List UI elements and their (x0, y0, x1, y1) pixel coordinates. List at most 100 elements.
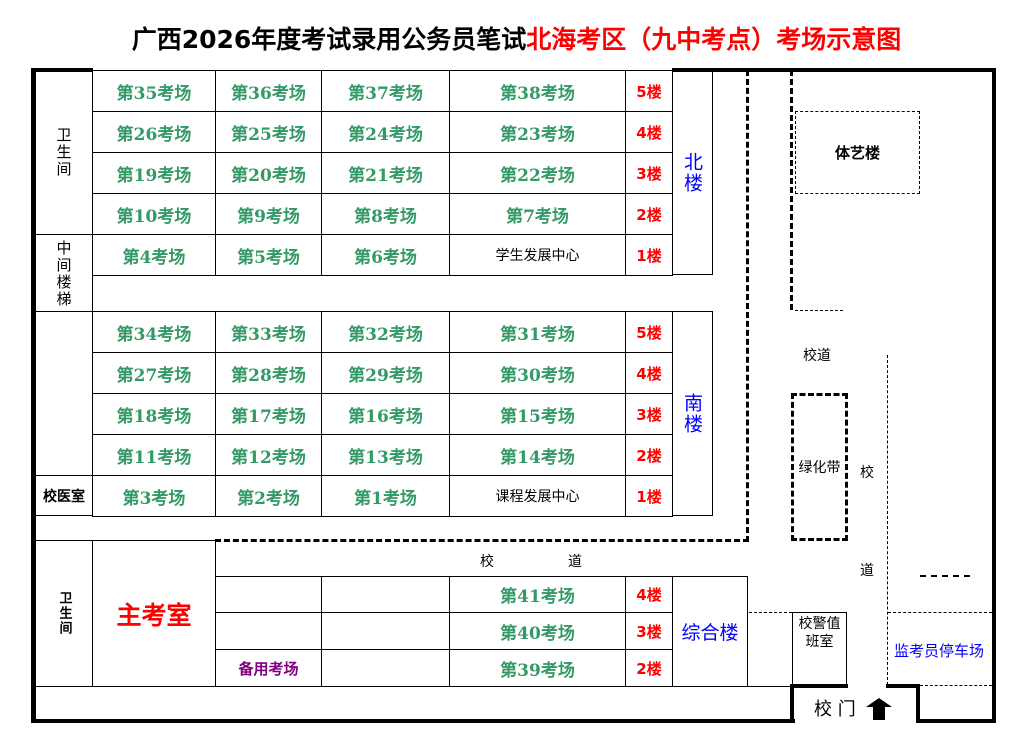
floor-label: 4楼 (625, 352, 673, 394)
floor-label: 2楼 (625, 193, 673, 235)
parking-bottom-line (920, 685, 992, 686)
office-room: 学生发展中心 (449, 234, 626, 276)
guard-room-label: 校警值班室 (798, 616, 841, 650)
gate-wall-top-left (790, 684, 848, 688)
floor-label: 2楼 (625, 434, 673, 476)
school-gate-label: 校 门 (814, 699, 856, 720)
exam-room: 第6考场 (321, 234, 450, 276)
exam-room: 第7考场 (449, 193, 626, 235)
clinic-room: 校医室 (35, 475, 93, 516)
exam-room: 第28考场 (215, 352, 322, 394)
complex-empty-room (215, 576, 322, 613)
complex-empty-room (321, 576, 450, 613)
floor-label: 3楼 (625, 612, 673, 650)
exam-room: 第1考场 (321, 475, 450, 517)
gate-wall-right (916, 684, 920, 723)
exam-room: 第15考场 (449, 393, 626, 435)
exam-room: 第37考场 (321, 70, 450, 112)
road-edge-horizontal (215, 539, 749, 542)
office-room: 课程发展中心 (449, 475, 626, 517)
exam-room-41: 第41考场 (449, 576, 626, 613)
floor-label: 5楼 (625, 70, 673, 112)
exam-room: 第21考场 (321, 152, 450, 194)
exam-room: 第19考场 (92, 152, 216, 194)
exam-room: 第8考场 (321, 193, 450, 235)
exam-room: 第4考场 (92, 234, 216, 276)
road-label-v1: 校 (860, 465, 874, 481)
exam-room: 第34考场 (92, 311, 216, 353)
spare-exam-room: 备用考场 (215, 649, 322, 687)
exam-room: 第2考场 (215, 475, 322, 517)
exam-room: 第12考场 (215, 434, 322, 476)
exam-room: 第16考场 (321, 393, 450, 435)
floor-label: 1楼 (625, 234, 673, 276)
exam-room: 第27考场 (92, 352, 216, 394)
exam-room: 第26考场 (92, 111, 216, 153)
parking-top-line (888, 612, 992, 613)
outer-wall-bottom-right (916, 719, 996, 723)
exam-room-40: 第40考场 (449, 612, 626, 650)
dashed-line (749, 612, 792, 613)
exam-room: 第11考场 (92, 434, 216, 476)
gate-wall-left (790, 684, 794, 723)
exam-room: 第23考场 (449, 111, 626, 153)
south-building-label: 南楼 (672, 311, 713, 516)
road-label-h2: 道 (568, 554, 582, 570)
exam-room: 第18考场 (92, 393, 216, 435)
exam-room: 第22考场 (449, 152, 626, 194)
floor-label: 2楼 (625, 649, 673, 687)
road-edge-east (790, 70, 793, 310)
exam-room: 第32考场 (321, 311, 450, 353)
floor-label: 4楼 (625, 111, 673, 153)
north-building-label: 北楼 (672, 70, 713, 275)
floor-label: 1楼 (625, 475, 673, 517)
exam-room: 第20考场 (215, 152, 322, 194)
exam-room: 第31考场 (449, 311, 626, 353)
page-title: 广西2026年度考试录用公务员笔试北海考区（九中考点）考场示意图 (0, 20, 1033, 56)
parking-label: 监考员停车场 (894, 642, 985, 660)
road-label: 校道 (803, 348, 831, 364)
exam-room: 第3考场 (92, 475, 216, 517)
floor-label: 3楼 (625, 152, 673, 194)
floor-label: 3楼 (625, 393, 673, 435)
road-marker (795, 310, 843, 311)
road-label-v2: 道 (860, 563, 874, 579)
dash-dot-line (920, 575, 970, 577)
exam-room: 第9考场 (215, 193, 322, 235)
complex-toilet: 卫生间 (35, 540, 93, 687)
floor-label: 5楼 (625, 311, 673, 353)
exam-room: 第10考场 (92, 193, 216, 235)
complex-building-label: 综合楼 (672, 576, 748, 687)
exam-room: 第24考场 (321, 111, 450, 153)
arts-building: 体艺楼 (795, 111, 920, 194)
exam-room: 第13考场 (321, 434, 450, 476)
complex-empty-room (215, 612, 322, 650)
exam-room: 第17考场 (215, 393, 322, 435)
exam-room: 第33考场 (215, 311, 322, 353)
north-toilet: 卫生间 (35, 70, 93, 235)
exam-room: 第25考场 (215, 111, 322, 153)
road-label-h1: 校 (480, 554, 494, 570)
road-edge-inner (887, 355, 888, 685)
exam-room: 第5考场 (215, 234, 322, 276)
north-corridor (92, 273, 713, 312)
exam-room: 第38考场 (449, 70, 626, 112)
outer-wall-bottom-left (31, 719, 795, 723)
green-belt: 绿化带 (791, 393, 848, 541)
middle-stairs: 中间楼梯 (35, 234, 93, 312)
arrow-up-icon (866, 698, 892, 720)
complex-bottom-line (35, 686, 793, 687)
title-prefix: 广西2026年度考试录用公务员笔试 (131, 25, 527, 54)
outer-wall-top-right (672, 68, 996, 72)
title-highlight: 北海考区（九中考点）考场示意图 (526, 25, 902, 54)
exam-room: 第36考场 (215, 70, 322, 112)
complex-empty-room (321, 649, 450, 687)
outer-wall-right (992, 68, 996, 723)
exam-room-39: 第39考场 (449, 649, 626, 687)
floor-label: 4楼 (625, 576, 673, 613)
complex-empty-room (321, 612, 450, 650)
guard-room: 校警值班室 (792, 612, 847, 686)
exam-room: 第29考场 (321, 352, 450, 394)
exam-room: 第14考场 (449, 434, 626, 476)
